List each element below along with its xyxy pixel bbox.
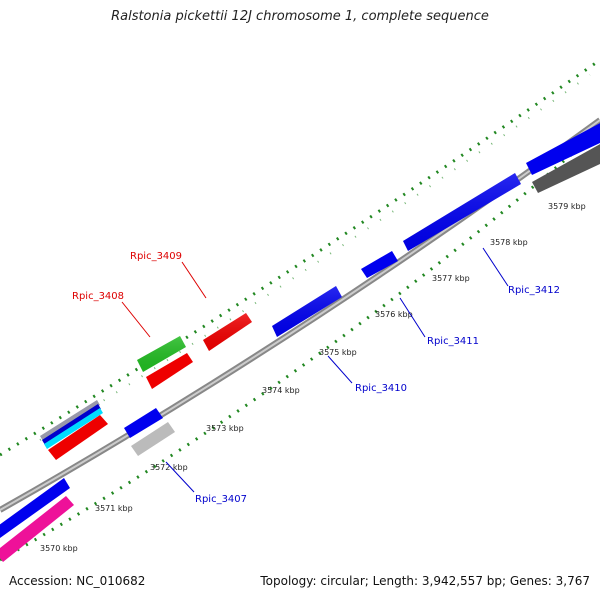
gene-dark-right[interactable] (532, 143, 600, 193)
tick-label-3574: 3574 kbp (262, 386, 300, 395)
tick-label-3576: 3576 kbp (375, 310, 413, 319)
outer-dotted-track (0, 58, 600, 457)
tick-label-3577: 3577 kbp (432, 274, 470, 283)
gene-label-rpic-3407[interactable]: Rpic_3407 (195, 494, 247, 505)
gene-blue-3407[interactable] (124, 408, 163, 438)
tick-label-3571: 3571 kbp (95, 504, 133, 513)
gene-grey-3407[interactable] (131, 422, 175, 456)
gene-magenta[interactable] (0, 496, 74, 562)
gene-blue-1[interactable] (0, 478, 70, 538)
gene-blue-stripe[interactable] (42, 404, 101, 445)
gene-label-rpic-3408[interactable]: Rpic_3408 (72, 291, 124, 302)
tick-labels: 3570 kbp 3571 kbp 3572 kbp 3573 kbp 3574… (40, 202, 586, 553)
gene-cyan-stripe[interactable] (44, 408, 103, 449)
tick-label-3579: 3579 kbp (548, 202, 586, 211)
tick-label-3575: 3575 kbp (319, 348, 357, 357)
gene-labels: Rpic_3409 Rpic_3408 Rpic_3407 Rpic_3410 … (72, 251, 560, 505)
gene-label-rpic-3409[interactable]: Rpic_3409 (130, 251, 182, 262)
gene-grey-stripe[interactable] (40, 400, 100, 441)
gene-blue-right[interactable] (526, 122, 600, 175)
tick-label-3578: 3578 kbp (490, 238, 528, 247)
gene-label-rpic-3412[interactable]: Rpic_3412 (508, 285, 560, 296)
tick-label-3573: 3573 kbp (206, 424, 244, 433)
accession-text: Accession: NC_010682 (9, 574, 146, 588)
inner-dotted-track (0, 128, 600, 562)
gene-blue-3411[interactable] (361, 251, 398, 278)
gene-red-3408a[interactable] (48, 415, 108, 460)
topology-text: Topology: circular; Length: 3,942,557 bp… (260, 574, 590, 588)
gene-red-3408[interactable] (146, 353, 193, 389)
tick-label-3572: 3572 kbp (150, 463, 188, 472)
outer-dashed-track (39, 74, 591, 441)
gene-label-leaders (121, 247, 509, 493)
tick-label-3570: 3570 kbp (40, 544, 78, 553)
gene-features (0, 122, 600, 562)
gene-label-rpic-3411[interactable]: Rpic_3411 (427, 336, 479, 347)
gene-label-rpic-3410[interactable]: Rpic_3410 (355, 383, 407, 394)
map-title: Ralstonia pickettii 12J chromosome 1, co… (111, 9, 489, 24)
